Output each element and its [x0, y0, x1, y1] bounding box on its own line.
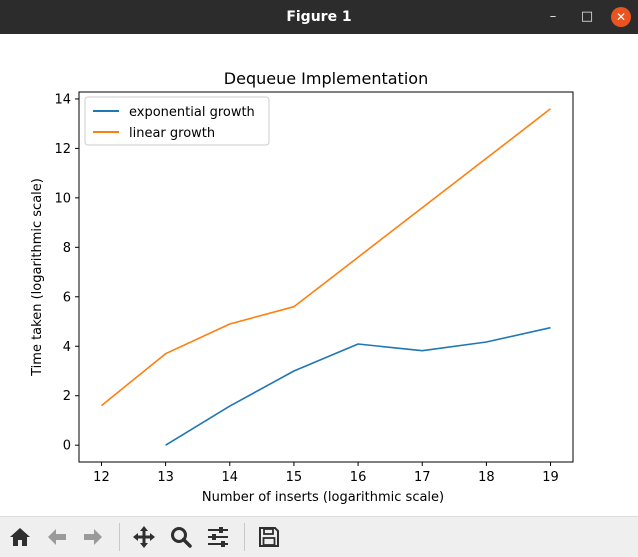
pan-icon — [133, 526, 155, 548]
y-tick-label: 12 — [54, 142, 71, 157]
plot-area — [78, 91, 574, 463]
toolbar-separator — [244, 523, 245, 551]
x-tick-label: 19 — [542, 470, 559, 485]
window-title: Figure 1 — [286, 9, 352, 25]
x-tick-label: 16 — [350, 470, 367, 485]
legend-label-exponential: exponential growth — [129, 105, 255, 120]
y-axis-ticks: 0 2 4 6 8 10 12 14 — [54, 92, 79, 454]
line-chart: Dequeue Implementation 12 13 14 15 16 17 18 19 … — [30, 69, 574, 505]
x-axis-label: Number of inserts (logarithmic scale) — [202, 490, 444, 505]
configure-subplots-icon — [208, 527, 228, 547]
series-line-linear-growth — [100, 108, 551, 407]
x-tick-label: 15 — [286, 470, 303, 485]
y-tick-label: 0 — [63, 439, 71, 454]
x-tick-label: 13 — [157, 470, 174, 485]
home-icon — [10, 528, 30, 546]
save-icon — [259, 527, 279, 547]
x-tick-label: 14 — [221, 470, 238, 485]
y-tick-label: 6 — [63, 290, 71, 305]
figure-canvas[interactable]: Dequeue Implementation 12 13 14 15 16 17 18 19 … — [0, 34, 638, 516]
y-axis-label: Time taken (logarithmic scale) — [30, 178, 45, 377]
forward-button[interactable] — [80, 524, 106, 550]
x-tick-label: 17 — [414, 470, 431, 485]
y-tick-label: 14 — [54, 92, 71, 107]
matplotlib-toolbar — [0, 516, 638, 557]
back-button[interactable] — [44, 524, 70, 550]
x-tick-label: 12 — [93, 470, 110, 485]
y-tick-label: 8 — [63, 241, 71, 256]
legend-label-linear: linear growth — [129, 126, 215, 141]
x-tick-label: 18 — [478, 470, 495, 485]
legend-box — [84, 96, 270, 146]
zoom-icon — [171, 527, 192, 548]
legend: exponential growth linear growth — [84, 96, 270, 146]
maximize-button[interactable]: □ — [580, 9, 594, 24]
forward-arrow-icon — [84, 529, 102, 545]
home-button[interactable] — [7, 524, 33, 550]
close-button[interactable]: ✕ — [611, 7, 631, 27]
x-axis-ticks: 12 13 14 15 16 17 18 19 — [93, 462, 559, 485]
toolbar-separator — [119, 523, 120, 551]
y-tick-label: 2 — [63, 389, 71, 404]
window-titlebar: Figure 1 – □ ✕ — [0, 0, 638, 34]
y-tick-label: 4 — [63, 340, 71, 355]
series-lines — [100, 108, 551, 446]
minimize-button[interactable]: – — [549, 9, 557, 24]
configure-subplots-button[interactable] — [205, 524, 231, 550]
pan-button[interactable] — [131, 524, 157, 550]
back-arrow-icon — [48, 529, 66, 545]
y-tick-label: 10 — [54, 191, 71, 206]
save-button[interactable] — [256, 524, 282, 550]
chart-title: Dequeue Implementation — [224, 69, 428, 88]
series-line-exponential-growth — [165, 326, 551, 446]
zoom-button[interactable] — [168, 524, 194, 550]
